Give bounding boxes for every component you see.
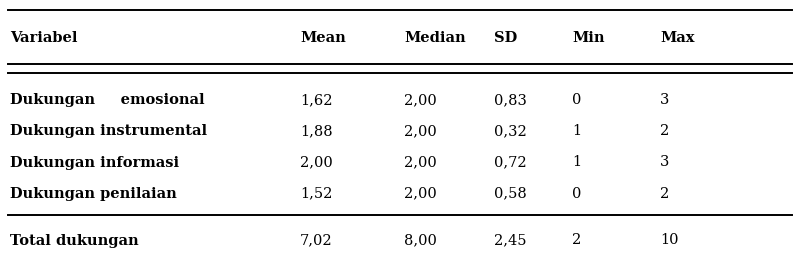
Text: 1,88: 1,88 [300, 124, 333, 138]
Text: 2: 2 [660, 124, 670, 138]
Text: Median: Median [404, 31, 466, 45]
Text: 1,52: 1,52 [300, 187, 332, 201]
Text: 3: 3 [660, 93, 670, 107]
Text: 1: 1 [572, 124, 581, 138]
Text: 2,00: 2,00 [300, 155, 333, 170]
Text: Max: Max [660, 31, 694, 45]
Text: 2,00: 2,00 [404, 93, 437, 107]
Text: 0,32: 0,32 [494, 124, 527, 138]
Text: Min: Min [572, 31, 605, 45]
Text: 2,45: 2,45 [494, 233, 527, 248]
Text: Dukungan     emosional: Dukungan emosional [10, 93, 204, 107]
Text: Mean: Mean [300, 31, 346, 45]
Text: Total dukungan: Total dukungan [10, 233, 138, 248]
Text: 7,02: 7,02 [300, 233, 333, 248]
Text: Variabel: Variabel [10, 31, 77, 45]
Text: 1: 1 [572, 155, 581, 170]
Text: Dukungan informasi: Dukungan informasi [10, 155, 178, 170]
Text: 10: 10 [660, 233, 678, 248]
Text: 0: 0 [572, 93, 582, 107]
Text: 0,58: 0,58 [494, 187, 527, 201]
Text: SD: SD [494, 31, 518, 45]
Text: 3: 3 [660, 155, 670, 170]
Text: 0,83: 0,83 [494, 93, 527, 107]
Text: 8,00: 8,00 [404, 233, 437, 248]
Text: 2: 2 [572, 233, 582, 248]
Text: 2,00: 2,00 [404, 155, 437, 170]
Text: 2,00: 2,00 [404, 124, 437, 138]
Text: 2,00: 2,00 [404, 187, 437, 201]
Text: Dukungan penilaian: Dukungan penilaian [10, 187, 176, 201]
Text: 1,62: 1,62 [300, 93, 333, 107]
Text: 0,72: 0,72 [494, 155, 527, 170]
Text: Dukungan instrumental: Dukungan instrumental [10, 124, 206, 138]
Text: 2: 2 [660, 187, 670, 201]
Text: 0: 0 [572, 187, 582, 201]
